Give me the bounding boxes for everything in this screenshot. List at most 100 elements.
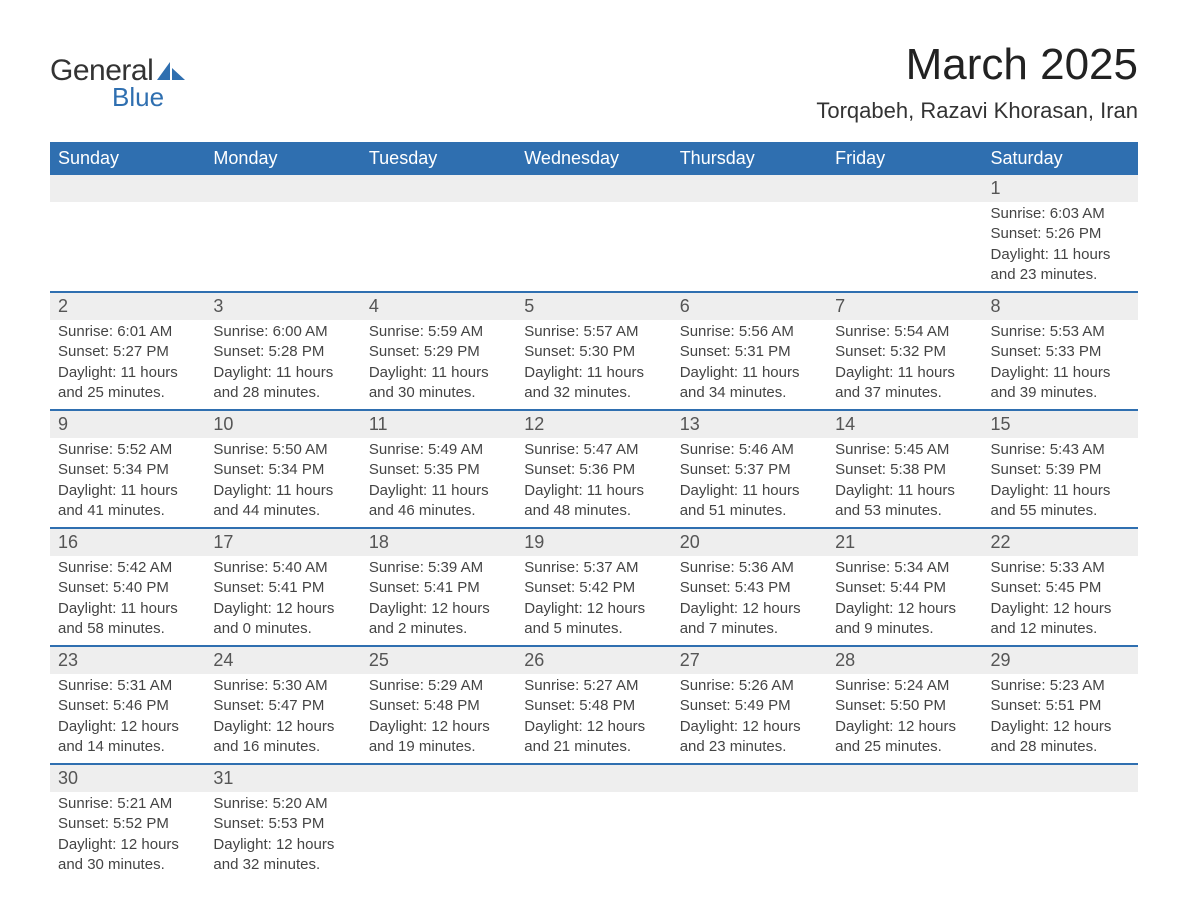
- day-detail-cell: [983, 792, 1138, 881]
- daylight-line2: and 58 minutes.: [58, 619, 197, 639]
- day-number-cell: [827, 175, 982, 202]
- daylight-line2: and 9 minutes.: [835, 619, 974, 639]
- sunrise-text: Sunrise: 5:50 AM: [213, 440, 352, 460]
- day-detail-cell: Sunrise: 5:36 AMSunset: 5:43 PMDaylight:…: [672, 556, 827, 646]
- daylight-line2: and 44 minutes.: [213, 501, 352, 521]
- daylight-line2: and 5 minutes.: [524, 619, 663, 639]
- day-number-cell: 20: [672, 528, 827, 556]
- day-number-cell: 25: [361, 646, 516, 674]
- daylight-line1: Daylight: 11 hours: [524, 481, 663, 501]
- daylight-line2: and 41 minutes.: [58, 501, 197, 521]
- calendar-table: Sunday Monday Tuesday Wednesday Thursday…: [50, 142, 1138, 881]
- sunset-text: Sunset: 5:31 PM: [680, 342, 819, 362]
- sunset-text: Sunset: 5:37 PM: [680, 460, 819, 480]
- week-detail-row: Sunrise: 5:42 AMSunset: 5:40 PMDaylight:…: [50, 556, 1138, 646]
- day-number-cell: 19: [516, 528, 671, 556]
- daylight-line1: Daylight: 11 hours: [58, 481, 197, 501]
- sunrise-text: Sunrise: 5:43 AM: [991, 440, 1130, 460]
- daylight-line2: and 14 minutes.: [58, 737, 197, 757]
- sunrise-text: Sunrise: 5:40 AM: [213, 558, 352, 578]
- week-daynum-row: 9101112131415: [50, 410, 1138, 438]
- day-detail-cell: Sunrise: 5:42 AMSunset: 5:40 PMDaylight:…: [50, 556, 205, 646]
- sunrise-text: Sunrise: 5:52 AM: [58, 440, 197, 460]
- sunrise-text: Sunrise: 5:49 AM: [369, 440, 508, 460]
- day-detail-cell: [672, 792, 827, 881]
- daylight-line2: and 23 minutes.: [680, 737, 819, 757]
- day-number-cell: 8: [983, 292, 1138, 320]
- sunrise-text: Sunrise: 5:42 AM: [58, 558, 197, 578]
- day-detail-cell: Sunrise: 5:43 AMSunset: 5:39 PMDaylight:…: [983, 438, 1138, 528]
- daylight-line2: and 21 minutes.: [524, 737, 663, 757]
- sunset-text: Sunset: 5:27 PM: [58, 342, 197, 362]
- daylight-line1: Daylight: 11 hours: [835, 363, 974, 383]
- day-detail-cell: Sunrise: 5:57 AMSunset: 5:30 PMDaylight:…: [516, 320, 671, 410]
- daylight-line1: Daylight: 12 hours: [369, 599, 508, 619]
- day-number-cell: 13: [672, 410, 827, 438]
- day-detail-cell: Sunrise: 5:21 AMSunset: 5:52 PMDaylight:…: [50, 792, 205, 881]
- sunrise-text: Sunrise: 5:54 AM: [835, 322, 974, 342]
- sunset-text: Sunset: 5:38 PM: [835, 460, 974, 480]
- day-number-cell: 2: [50, 292, 205, 320]
- day-detail-cell: Sunrise: 5:49 AMSunset: 5:35 PMDaylight:…: [361, 438, 516, 528]
- sunset-text: Sunset: 5:48 PM: [369, 696, 508, 716]
- sunset-text: Sunset: 5:39 PM: [991, 460, 1130, 480]
- daylight-line2: and 7 minutes.: [680, 619, 819, 639]
- week-daynum-row: 1: [50, 175, 1138, 202]
- daylight-line1: Daylight: 12 hours: [369, 717, 508, 737]
- day-detail-cell: Sunrise: 6:00 AMSunset: 5:28 PMDaylight:…: [205, 320, 360, 410]
- day-detail-cell: Sunrise: 5:24 AMSunset: 5:50 PMDaylight:…: [827, 674, 982, 764]
- day-number-cell: 30: [50, 764, 205, 792]
- daylight-line2: and 25 minutes.: [835, 737, 974, 757]
- sunset-text: Sunset: 5:32 PM: [835, 342, 974, 362]
- day-detail-cell: Sunrise: 6:01 AMSunset: 5:27 PMDaylight:…: [50, 320, 205, 410]
- daylight-line2: and 0 minutes.: [213, 619, 352, 639]
- day-number-cell: 28: [827, 646, 982, 674]
- sunrise-text: Sunrise: 5:23 AM: [991, 676, 1130, 696]
- week-detail-row: Sunrise: 6:01 AMSunset: 5:27 PMDaylight:…: [50, 320, 1138, 410]
- sunrise-text: Sunrise: 5:57 AM: [524, 322, 663, 342]
- daylight-line2: and 34 minutes.: [680, 383, 819, 403]
- day-detail-cell: Sunrise: 5:50 AMSunset: 5:34 PMDaylight:…: [205, 438, 360, 528]
- daylight-line2: and 2 minutes.: [369, 619, 508, 639]
- day-detail-cell: Sunrise: 5:33 AMSunset: 5:45 PMDaylight:…: [983, 556, 1138, 646]
- day-number-cell: 10: [205, 410, 360, 438]
- daylight-line2: and 28 minutes.: [213, 383, 352, 403]
- daylight-line2: and 30 minutes.: [369, 383, 508, 403]
- day-number-cell: 12: [516, 410, 671, 438]
- day-detail-cell: [672, 202, 827, 292]
- day-number-cell: [516, 175, 671, 202]
- daylight-line2: and 25 minutes.: [58, 383, 197, 403]
- sunset-text: Sunset: 5:26 PM: [991, 224, 1130, 244]
- day-detail-cell: Sunrise: 5:46 AMSunset: 5:37 PMDaylight:…: [672, 438, 827, 528]
- day-number-cell: 21: [827, 528, 982, 556]
- day-detail-cell: [827, 202, 982, 292]
- day-number-cell: 16: [50, 528, 205, 556]
- daylight-line2: and 39 minutes.: [991, 383, 1130, 403]
- day-number-cell: [827, 764, 982, 792]
- day-number-cell: 9: [50, 410, 205, 438]
- daylight-line2: and 51 minutes.: [680, 501, 819, 521]
- daylight-line2: and 16 minutes.: [213, 737, 352, 757]
- daylight-line1: Daylight: 11 hours: [213, 481, 352, 501]
- sunrise-text: Sunrise: 5:33 AM: [991, 558, 1130, 578]
- daylight-line2: and 12 minutes.: [991, 619, 1130, 639]
- daylight-line1: Daylight: 12 hours: [213, 717, 352, 737]
- daylight-line1: Daylight: 12 hours: [58, 835, 197, 855]
- sunrise-text: Sunrise: 5:45 AM: [835, 440, 974, 460]
- dow-friday: Friday: [827, 142, 982, 175]
- day-detail-cell: Sunrise: 5:40 AMSunset: 5:41 PMDaylight:…: [205, 556, 360, 646]
- daylight-line2: and 32 minutes.: [213, 855, 352, 875]
- day-number-cell: 4: [361, 292, 516, 320]
- dow-thursday: Thursday: [672, 142, 827, 175]
- sunset-text: Sunset: 5:34 PM: [58, 460, 197, 480]
- week-detail-row: Sunrise: 5:31 AMSunset: 5:46 PMDaylight:…: [50, 674, 1138, 764]
- daylight-line1: Daylight: 12 hours: [680, 717, 819, 737]
- day-detail-cell: Sunrise: 5:34 AMSunset: 5:44 PMDaylight:…: [827, 556, 982, 646]
- day-number-cell: 6: [672, 292, 827, 320]
- month-title: March 2025: [816, 40, 1138, 90]
- daylight-line2: and 28 minutes.: [991, 737, 1130, 757]
- sunrise-text: Sunrise: 5:24 AM: [835, 676, 974, 696]
- day-detail-cell: [50, 202, 205, 292]
- sunrise-text: Sunrise: 5:26 AM: [680, 676, 819, 696]
- day-number-cell: [672, 175, 827, 202]
